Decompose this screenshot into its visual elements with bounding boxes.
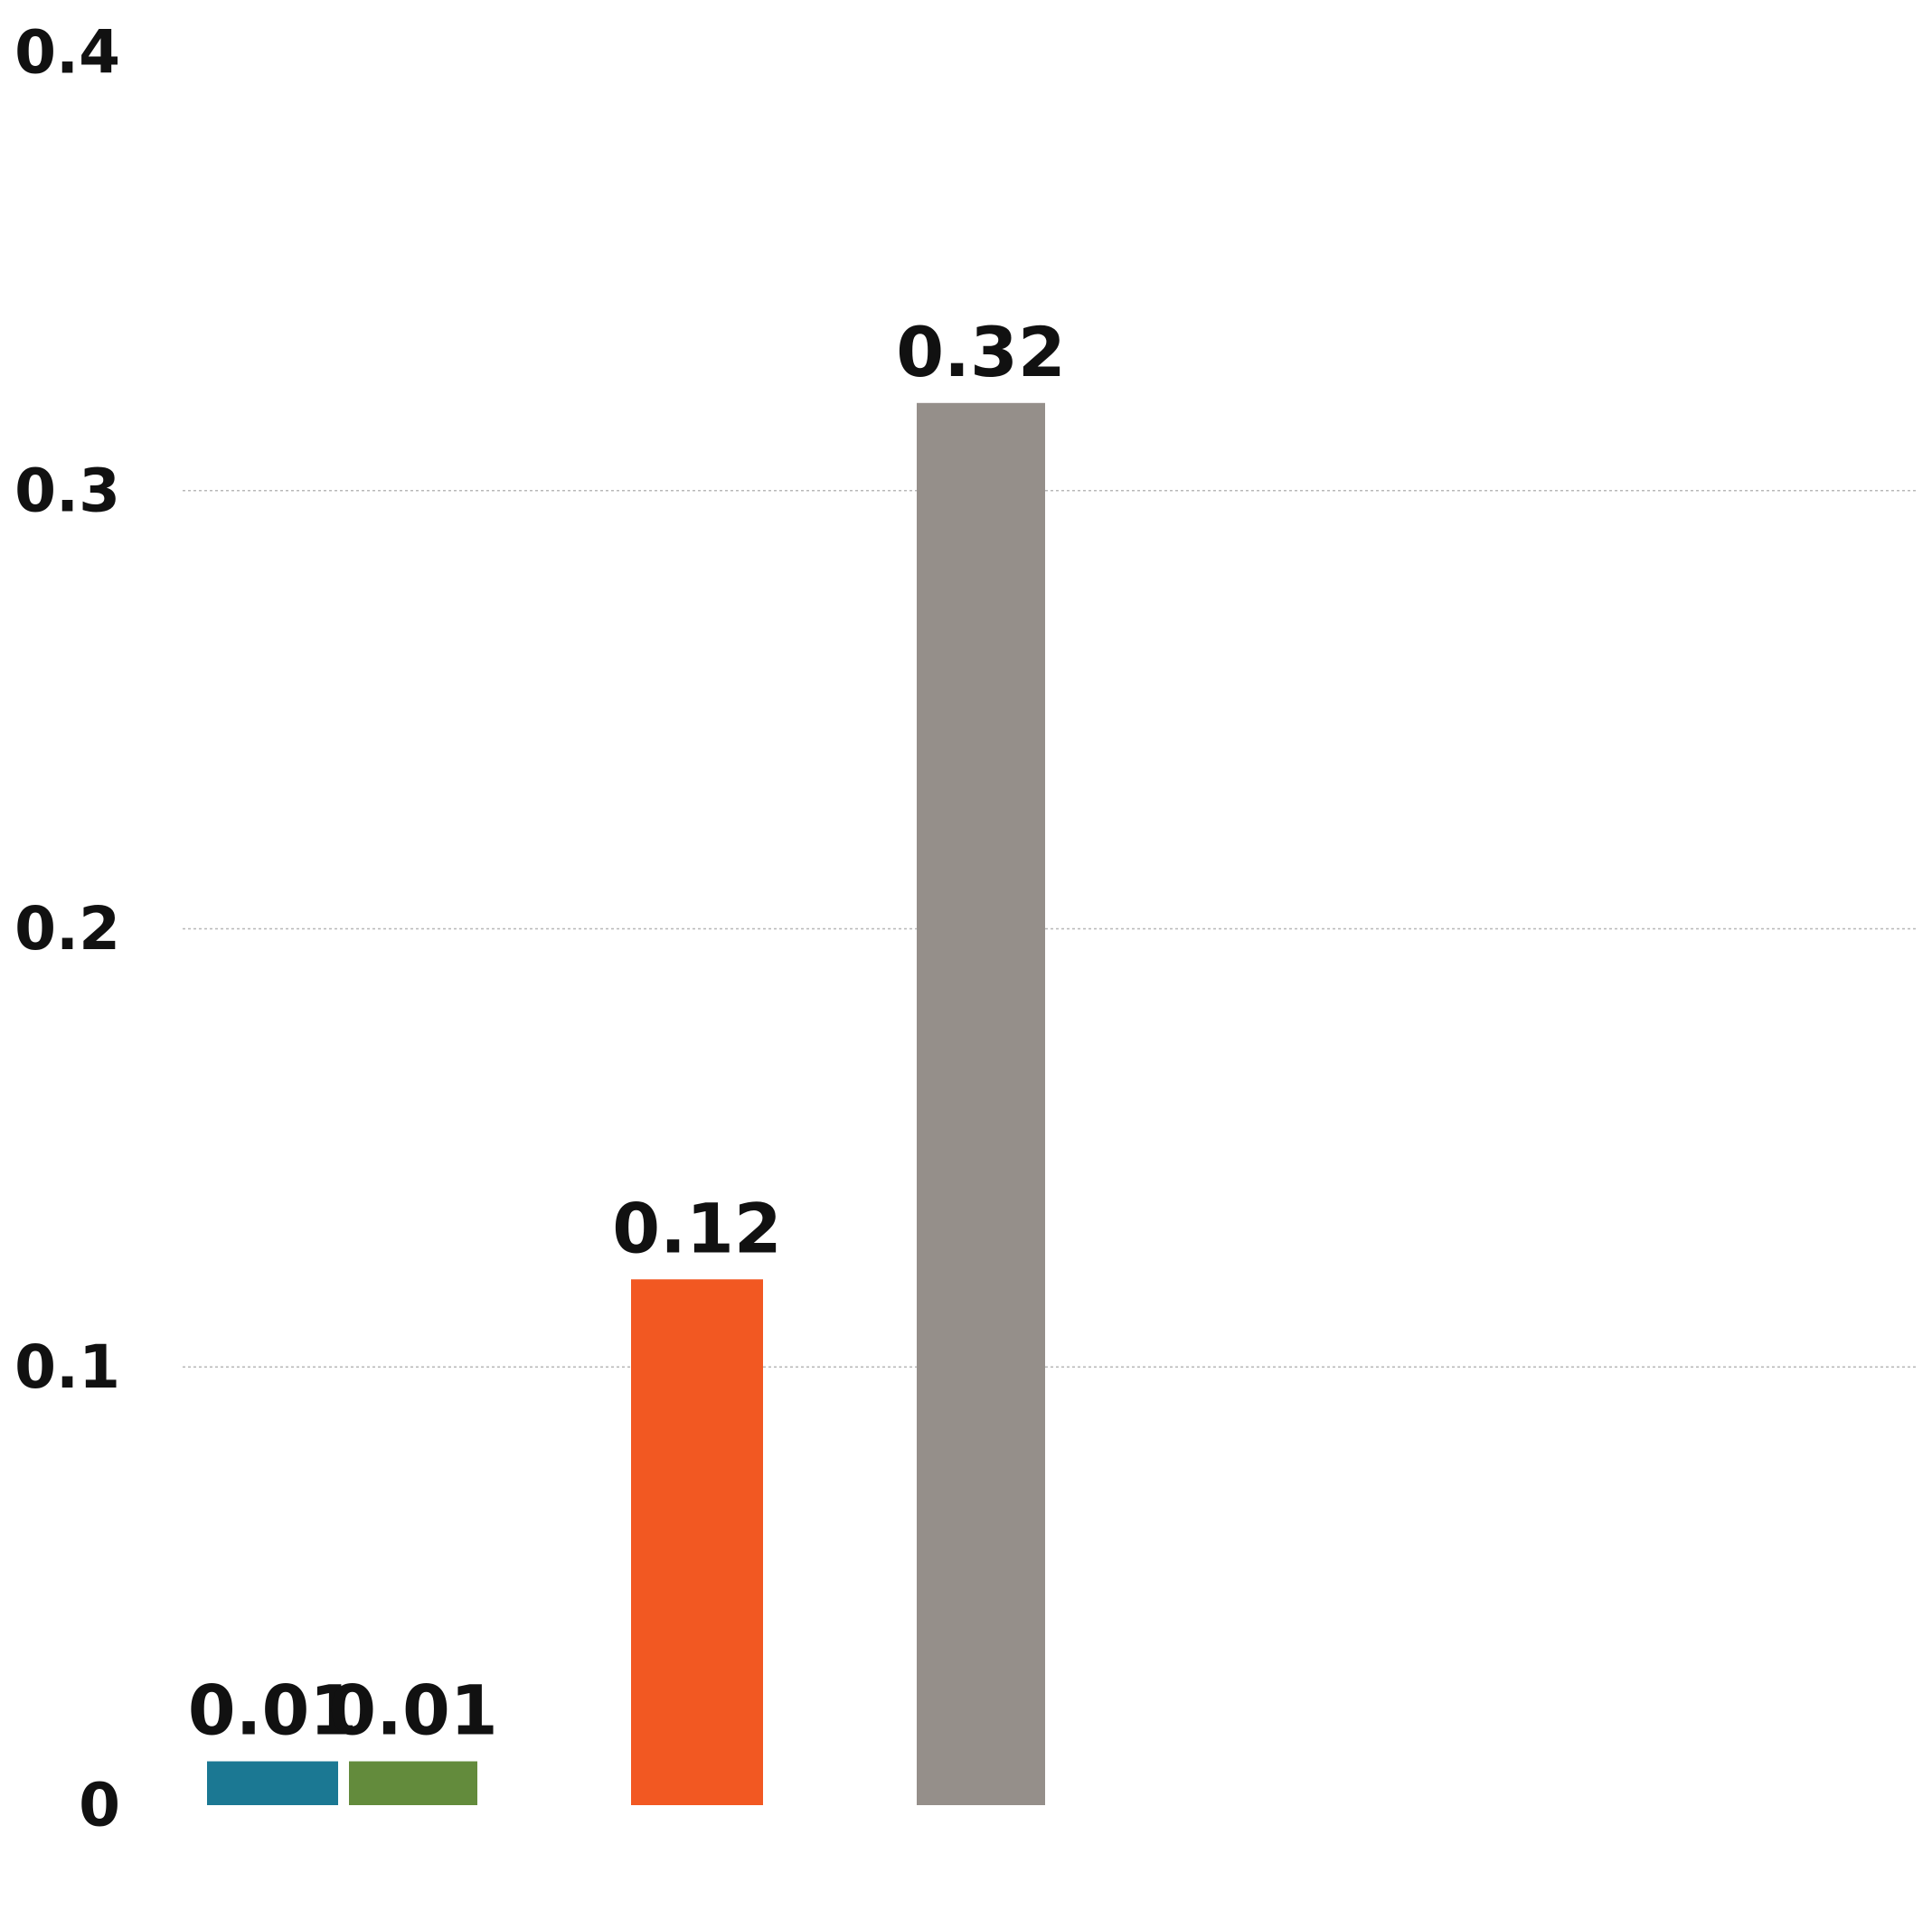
y-tick-label-1: 0.1 [14,1332,120,1402]
data-label-1: 0.01 [328,1670,498,1751]
bar-3 [917,402,1045,1805]
y-axis-tick-labels: 0 0.1 0.2 0.3 0.4 [14,18,120,1840]
bar-1 [349,1761,477,1805]
y-tick-label-3: 0.3 [14,456,120,525]
data-labels: 0.010.01 0.12 0.32 [188,312,1066,1751]
bar-0 [207,1761,338,1805]
gridlines [183,490,1918,1368]
bar-2 [631,1279,763,1805]
data-label-0: 0.01 [188,1670,358,1751]
data-label-2: 0.12 [612,1188,782,1268]
bars [207,402,1045,1805]
data-label-3: 0.32 [896,312,1066,392]
y-tick-label-2: 0.2 [14,894,120,964]
y-tick-label-4: 0.4 [14,18,120,88]
y-tick-label-0: 0 [79,1771,120,1840]
